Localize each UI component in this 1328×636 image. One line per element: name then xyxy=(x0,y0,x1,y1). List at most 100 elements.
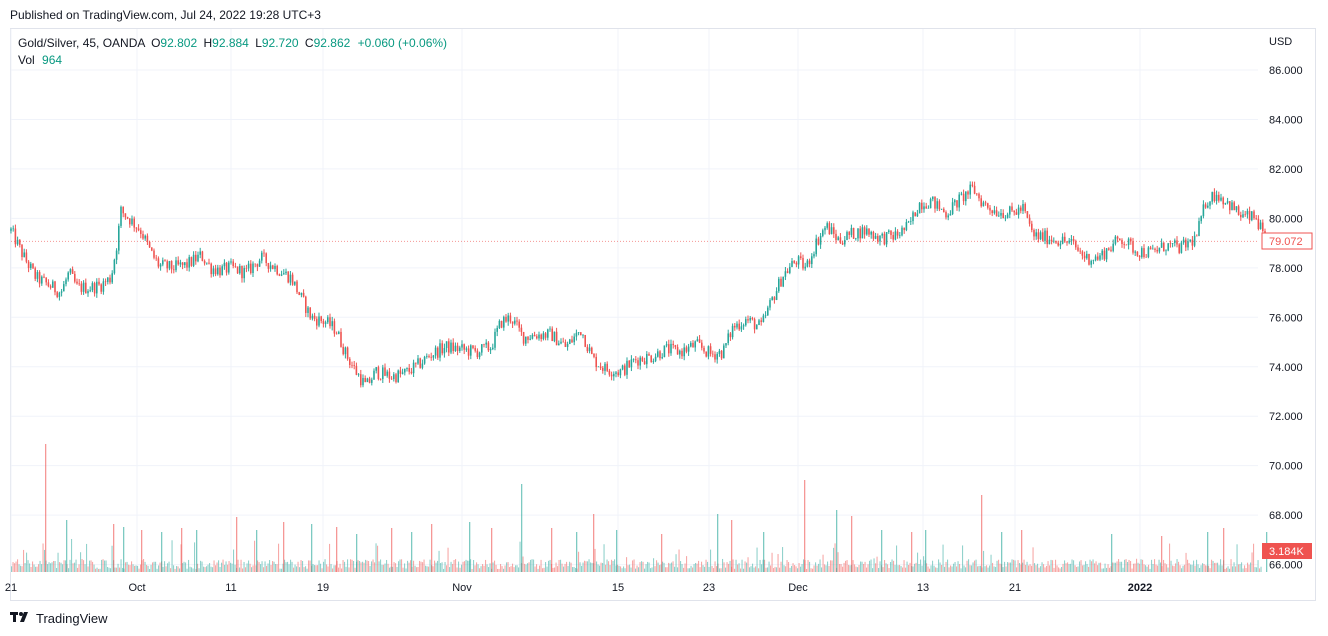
candle-body xyxy=(987,203,989,208)
volume-bar xyxy=(357,560,359,572)
candle-body xyxy=(800,256,802,258)
volume-bar xyxy=(1172,565,1174,572)
candle-body xyxy=(940,208,943,210)
volume-bar xyxy=(635,568,637,572)
candle-body xyxy=(844,240,846,245)
candle-body xyxy=(390,378,393,380)
candle-body xyxy=(133,218,135,228)
candle-body xyxy=(298,292,300,295)
candle-body xyxy=(1163,242,1165,252)
volume-bar xyxy=(251,567,253,572)
candle-body xyxy=(665,344,668,346)
candle-body xyxy=(676,347,679,355)
volume-bar xyxy=(1140,559,1142,572)
candle-body xyxy=(846,232,848,241)
volume-bar xyxy=(683,567,685,572)
x-tick-label: 11 xyxy=(225,582,236,594)
volume-bar xyxy=(569,561,571,572)
candle-body xyxy=(628,360,630,368)
volume-bar xyxy=(227,564,229,572)
volume-bar xyxy=(1254,567,1256,572)
volume-bar xyxy=(197,563,199,572)
footer-brand[interactable]: TradingView xyxy=(10,610,108,627)
volume-spike xyxy=(1021,530,1023,572)
candle-body xyxy=(1070,239,1073,241)
volume-spike xyxy=(391,528,393,572)
candle-body xyxy=(1224,202,1227,205)
candle-body xyxy=(643,361,646,365)
volume-bar xyxy=(374,562,376,572)
volume-bar xyxy=(737,564,739,572)
volume-bar xyxy=(1100,562,1102,572)
volume-bar xyxy=(759,559,761,572)
candle-body xyxy=(868,228,870,235)
volume-bar xyxy=(137,565,139,572)
volume-bar xyxy=(875,563,877,572)
candle-body xyxy=(646,354,648,365)
volume-bar xyxy=(258,562,260,572)
volume-bar xyxy=(467,560,469,572)
candle-body xyxy=(142,233,144,239)
volume-bar xyxy=(704,566,706,572)
candle-body xyxy=(159,264,162,267)
volume-bar xyxy=(1025,564,1027,572)
volume-bar xyxy=(938,559,940,572)
candle-body xyxy=(382,367,384,380)
candle-body xyxy=(1264,231,1266,234)
candle-body xyxy=(910,221,912,222)
volume-bar xyxy=(351,559,353,572)
volume-bar xyxy=(405,568,407,572)
volume-bar xyxy=(410,560,412,572)
candle-body xyxy=(1226,201,1229,203)
candle-body xyxy=(949,213,952,216)
candle-body xyxy=(23,252,25,258)
volume-bar xyxy=(596,561,598,572)
candle-body xyxy=(256,264,259,267)
candle-body xyxy=(584,334,586,347)
candle-body xyxy=(771,297,773,301)
candle-body xyxy=(456,345,459,351)
volume-bar xyxy=(1026,561,1028,572)
candle-body xyxy=(1158,247,1161,252)
volume-bar xyxy=(120,559,122,572)
volume-bar xyxy=(440,563,442,572)
volume-spike xyxy=(731,520,733,572)
volume-bar xyxy=(945,561,947,572)
volume-bar xyxy=(1127,562,1129,572)
volume-spike xyxy=(981,495,983,572)
candle-body xyxy=(1026,211,1029,218)
volume-bar xyxy=(893,560,895,572)
volume-tag: 3.184K xyxy=(1262,543,1312,559)
candle-body xyxy=(1088,253,1090,265)
volume-bar xyxy=(42,543,44,572)
volume-bar xyxy=(578,551,580,572)
candle-body xyxy=(478,352,481,358)
volume-bar xyxy=(686,556,688,572)
candle-body xyxy=(1055,240,1057,243)
candle-body xyxy=(773,297,776,300)
candle-body xyxy=(784,271,787,277)
candle-body xyxy=(1112,243,1114,251)
volume-bar xyxy=(597,564,599,572)
volume-bar xyxy=(863,564,865,572)
volume-bar xyxy=(266,565,268,572)
volume-bar xyxy=(959,564,961,572)
volume-bar xyxy=(144,561,146,572)
candle-body xyxy=(1136,251,1139,256)
volume-bar xyxy=(1083,564,1085,572)
volume-bar xyxy=(446,565,448,572)
candle-body xyxy=(122,206,124,214)
volume-bar xyxy=(342,560,344,572)
volume-bar xyxy=(1056,565,1058,572)
volume-bar xyxy=(1185,552,1187,572)
volume-bar xyxy=(1259,568,1261,572)
candle-body xyxy=(375,367,377,371)
candle-body xyxy=(1154,248,1156,250)
candle-body xyxy=(333,321,336,334)
candle-body xyxy=(1006,214,1009,218)
volume-bar xyxy=(174,568,176,572)
volume-bar xyxy=(723,562,725,572)
volume-spike xyxy=(661,534,663,572)
volume-bar xyxy=(533,559,535,572)
